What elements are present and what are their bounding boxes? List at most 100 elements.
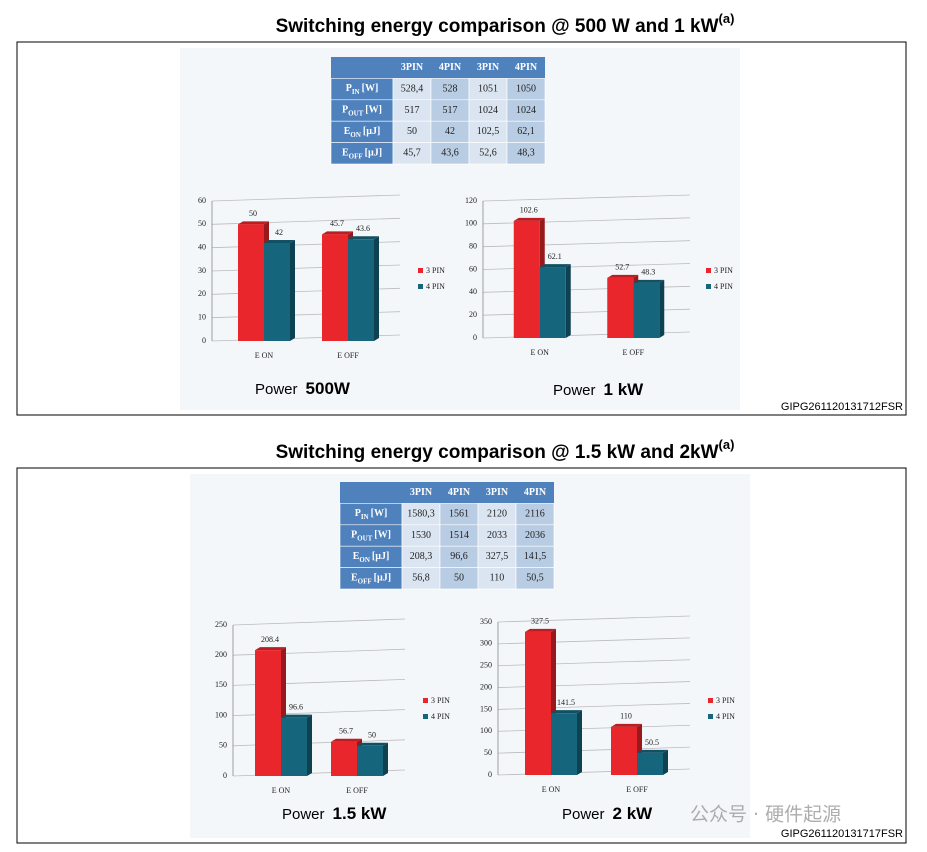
bar-top: [607, 274, 639, 278]
bar: [525, 631, 551, 775]
bar-top: [238, 221, 269, 225]
table-cell: 52,6: [479, 148, 497, 159]
x-tick-label: E OFF: [622, 348, 644, 357]
value-label: 48.3: [641, 268, 655, 277]
value-label: 50: [368, 731, 376, 740]
legend-swatch: [423, 698, 428, 703]
table-cell: 1050: [516, 83, 536, 94]
table-cell: 96,6: [450, 551, 468, 562]
table-header-bg: [331, 57, 545, 79]
chart-caption: Power 500W: [255, 379, 351, 398]
value-label: 56.7: [339, 727, 353, 736]
y-tick-label: 60: [198, 196, 206, 205]
legend-label: 3 PIN: [431, 696, 450, 705]
row-symbol: P: [355, 508, 361, 519]
title-superscript: (a): [719, 437, 735, 452]
row-symbol: E: [344, 126, 351, 137]
table-cell: 1514: [449, 530, 469, 541]
title-superscript: (a): [719, 11, 735, 26]
table-cell: 1024: [478, 105, 498, 116]
row-unit: [µJ]: [372, 551, 389, 562]
chart-caption: Power 1 kW: [553, 380, 644, 399]
y-tick-label: 0: [223, 771, 227, 780]
figure-code: GIPG261120131717FSR: [781, 828, 903, 840]
table-cell: 2116: [525, 508, 545, 519]
row-unit: [W]: [371, 508, 388, 519]
value-label: 62.1: [548, 252, 562, 261]
table-cell: 50: [454, 573, 464, 584]
bar-side: [577, 710, 582, 775]
value-label: 327.5: [531, 617, 549, 626]
table-cell: 45,7: [403, 148, 421, 159]
table-header: 4PIN: [524, 487, 547, 498]
grid-line: [497, 615, 691, 623]
caption-label: Power: [553, 382, 596, 399]
row-subscript: OFF: [358, 577, 372, 585]
title-text: Switching energy comparison @ 500 W and …: [276, 16, 719, 37]
table-cell: 50,5: [526, 573, 544, 584]
legend-label: 3 PIN: [716, 696, 735, 705]
table-cell: 528: [443, 83, 458, 94]
value-label: 110: [620, 712, 632, 721]
caption-value: 1.5 kW: [333, 804, 388, 823]
legend-swatch: [708, 698, 713, 703]
grid-line: [232, 618, 406, 626]
y-tick-label: 100: [465, 219, 477, 228]
bar-side: [383, 742, 388, 776]
row-label: EON [µJ]: [344, 126, 381, 138]
row-subscript: OUT: [348, 109, 364, 117]
bar-top: [525, 628, 556, 632]
legend-label: 3 PIN: [714, 266, 733, 275]
figure-code: GIPG261120131712FSR: [781, 401, 903, 413]
bar-side: [374, 236, 379, 341]
bar-top: [513, 217, 545, 221]
legend-swatch: [706, 268, 711, 273]
legend-label: 4 PIN: [426, 282, 445, 291]
table-cell: 517: [405, 105, 420, 116]
panel-title: Switching energy comparison @ 500 W and …: [276, 11, 735, 37]
y-tick-label: 150: [480, 704, 492, 713]
table-cell: 42: [445, 126, 455, 137]
table-cell: 43,6: [441, 148, 459, 159]
row-unit: [W]: [365, 105, 382, 116]
table-header: 4PIN: [439, 62, 462, 73]
x-tick-label: E OFF: [346, 786, 368, 795]
row-symbol: P: [346, 83, 352, 94]
table-header: 3PIN: [477, 62, 500, 73]
value-label: 52.7: [615, 263, 629, 272]
bar-side: [663, 749, 668, 775]
row-subscript: IN: [352, 88, 360, 96]
table-cell: 1530: [411, 530, 431, 541]
y-tick-label: 350: [480, 617, 492, 626]
chart-caption: Power 1.5 kW: [282, 804, 387, 823]
table-cell: 528,4: [401, 83, 424, 94]
row-label: EON [µJ]: [353, 551, 390, 563]
title-text: Switching energy comparison @ 1.5 kW and…: [276, 442, 719, 463]
bar-top: [255, 647, 286, 651]
table-cell: 62,1: [517, 126, 535, 137]
row-unit: [W]: [374, 530, 391, 541]
y-tick-label: 0: [473, 333, 477, 342]
bar: [255, 650, 281, 776]
bar-side: [307, 714, 312, 776]
grid-line: [211, 194, 401, 202]
bar: [633, 282, 660, 338]
table-cell: 2036: [525, 530, 545, 541]
bar: [611, 726, 637, 775]
table-cell: 110: [490, 573, 505, 584]
legend-swatch: [423, 714, 428, 719]
row-symbol: E: [353, 551, 360, 562]
bar-top: [331, 738, 362, 742]
value-label: 42: [275, 228, 283, 237]
y-tick-label: 0: [488, 770, 492, 779]
y-tick-label: 250: [480, 661, 492, 670]
table-cell: 102,5: [477, 126, 500, 137]
row-unit: [µJ]: [365, 148, 382, 159]
table-cell: 141,5: [524, 551, 547, 562]
y-tick-label: 20: [198, 289, 206, 298]
row-subscript: ON: [359, 556, 370, 564]
row-label: POUT [W]: [342, 105, 382, 117]
x-tick-label: E ON: [542, 785, 561, 794]
caption-value: 500W: [306, 379, 351, 398]
